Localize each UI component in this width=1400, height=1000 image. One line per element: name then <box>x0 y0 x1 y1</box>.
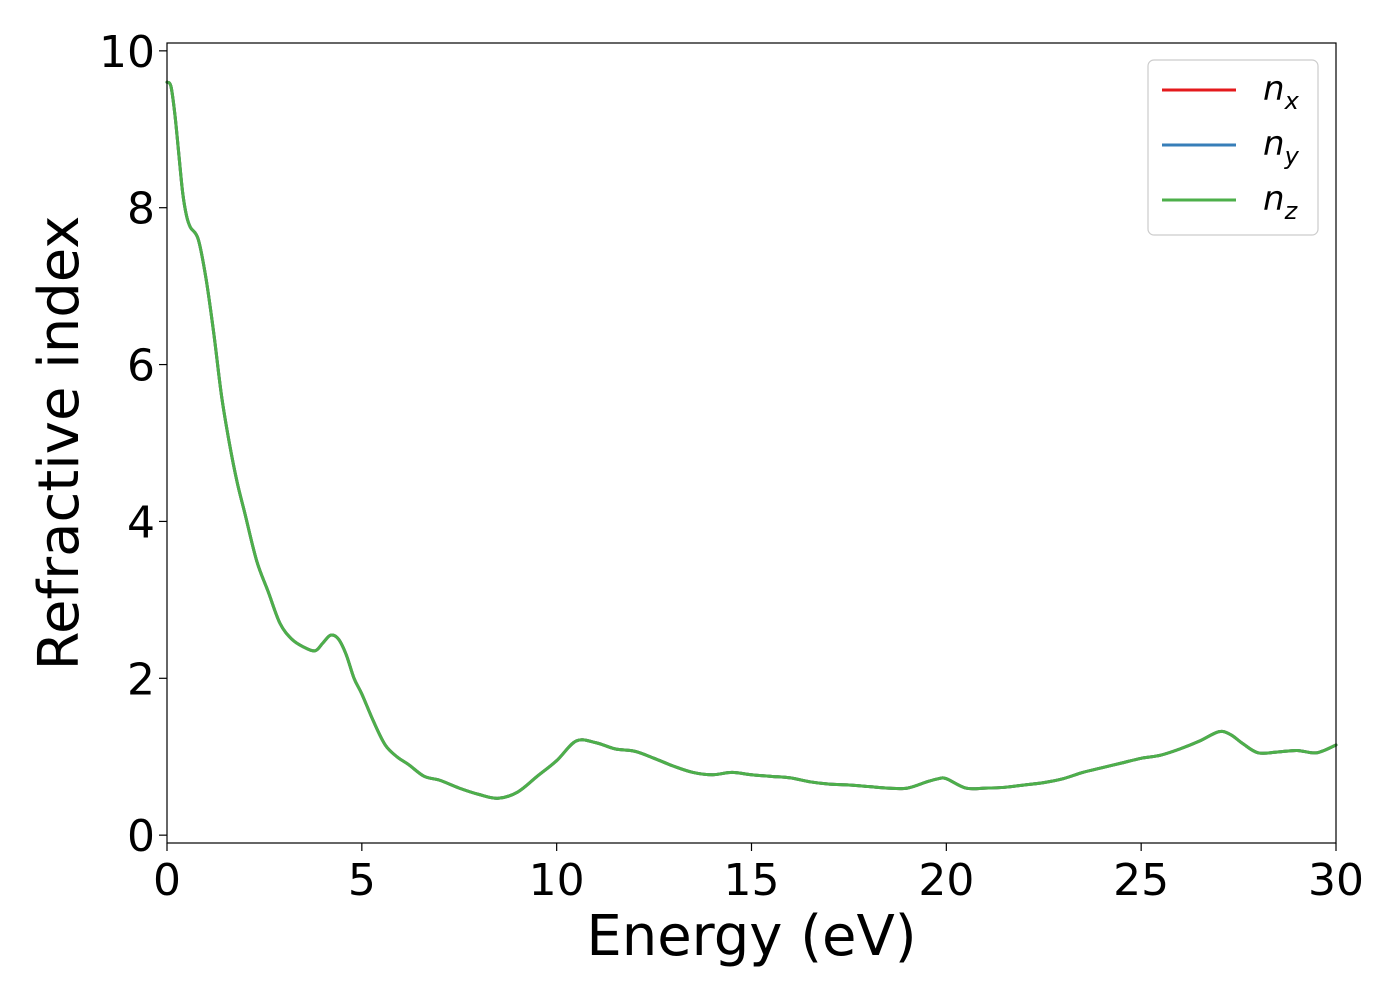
y-axis: 0 2 4 6 8 10 <box>99 27 167 862</box>
x-axis: 0 5 10 15 20 25 30 <box>153 843 1364 906</box>
y-tick-label: 6 <box>127 341 155 392</box>
y-tick-label: 4 <box>127 497 155 548</box>
x-tick-label: 5 <box>348 855 376 906</box>
x-tick-label: 25 <box>1113 855 1169 906</box>
y-tick-label: 8 <box>127 184 155 235</box>
x-tick-label: 10 <box>529 855 585 906</box>
y-tick-label: 2 <box>127 654 155 705</box>
series-layer <box>165 80 1338 800</box>
y-axis-label: Refractive index <box>27 216 92 671</box>
legend-label-nx: nx <box>1263 69 1300 115</box>
x-tick-label: 0 <box>153 855 181 906</box>
series-line-nz <box>165 80 1338 800</box>
legend-label-ny: ny <box>1263 124 1300 170</box>
legend: nx ny nz <box>1147 59 1319 236</box>
x-tick-label: 15 <box>724 855 780 906</box>
y-tick-label: 10 <box>99 27 155 78</box>
x-tick-label: 30 <box>1308 855 1364 906</box>
legend-label-nz: nz <box>1263 179 1299 225</box>
x-tick-label: 20 <box>918 855 974 906</box>
x-axis-label: Energy (eV) <box>586 904 916 969</box>
y-tick-label: 0 <box>127 811 155 862</box>
legend-box <box>1147 59 1319 236</box>
